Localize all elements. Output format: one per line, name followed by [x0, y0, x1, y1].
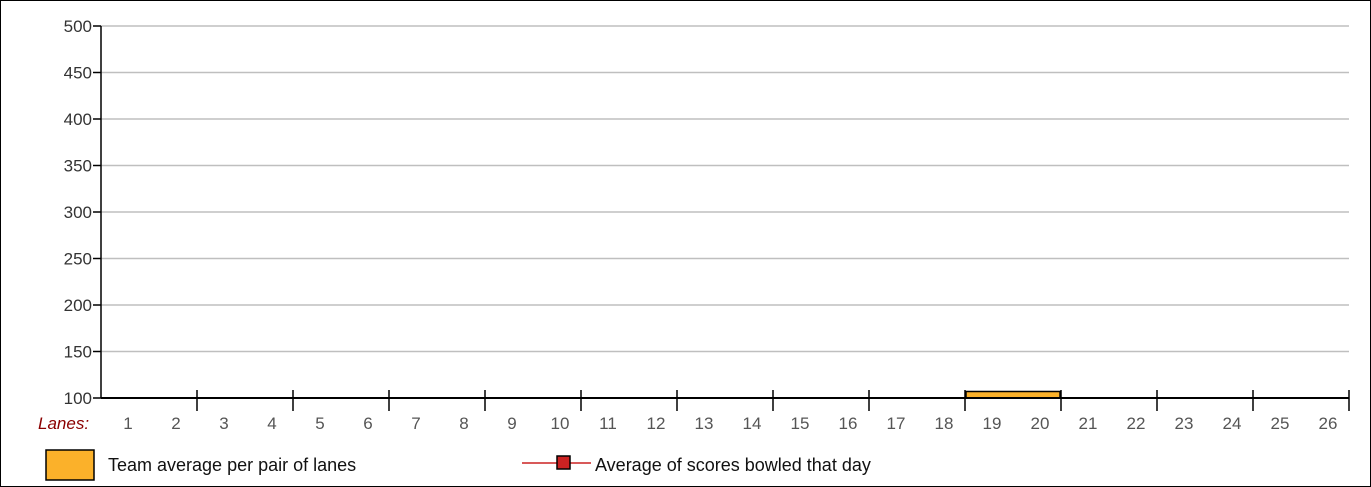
y-tick-label: 300 — [64, 203, 92, 222]
lane-label: 12 — [647, 414, 666, 433]
y-tick-label: 500 — [64, 17, 92, 36]
lane-label: 22 — [1127, 414, 1146, 433]
lane-label: 10 — [551, 414, 570, 433]
lane-label: 14 — [743, 414, 762, 433]
lane-label: 5 — [315, 414, 324, 433]
lane-label: 3 — [219, 414, 228, 433]
lane-label: 9 — [507, 414, 516, 433]
y-tick-label: 150 — [64, 343, 92, 362]
x-axis-label: Lanes: — [38, 414, 89, 433]
lane-label: 15 — [791, 414, 810, 433]
legend-label: Team average per pair of lanes — [108, 455, 356, 475]
lane-label: 17 — [887, 414, 906, 433]
lane-label: 6 — [363, 414, 372, 433]
y-tick-label: 250 — [64, 250, 92, 269]
lane-label: 18 — [935, 414, 954, 433]
lane-label: 24 — [1223, 414, 1242, 433]
legend-label: Average of scores bowled that day — [595, 455, 871, 475]
lane-label: 1 — [123, 414, 132, 433]
y-tick-labels: 100 150 200 250 300 350 400 450 500 — [64, 17, 92, 408]
lane-label: 21 — [1079, 414, 1098, 433]
grid-lines — [101, 25, 1349, 353]
y-tick-label: 350 — [64, 157, 92, 176]
lane-label: 23 — [1175, 414, 1194, 433]
x-tick-labels: 1 2 3 4 5 6 7 8 9 10 11 12 13 14 15 16 17 18 19 20 21 22 23 24 2… — [123, 414, 1337, 433]
axes — [93, 25, 1350, 411]
lane-label: 20 — [1031, 414, 1050, 433]
orange-box-icon — [45, 449, 95, 481]
legend: Team average per pair of lanes Average of… — [45, 449, 871, 481]
lane-label: 26 — [1319, 414, 1338, 433]
lane-label: 11 — [599, 414, 617, 433]
lane-label: 7 — [411, 414, 420, 433]
lane-label: 25 — [1271, 414, 1290, 433]
lane-label: 19 — [983, 414, 1002, 433]
lane-label: 8 — [459, 414, 468, 433]
y-tick-label: 100 — [64, 389, 92, 408]
y-tick-label: 450 — [64, 64, 92, 83]
red-line-marker-icon — [556, 455, 571, 470]
lane-label: 2 — [171, 414, 180, 433]
lane-label: 4 — [267, 414, 276, 433]
y-tick-label: 400 — [64, 110, 92, 129]
lane-label: 13 — [695, 414, 714, 433]
y-tick-label: 200 — [64, 296, 92, 315]
lane-label: 16 — [839, 414, 858, 433]
